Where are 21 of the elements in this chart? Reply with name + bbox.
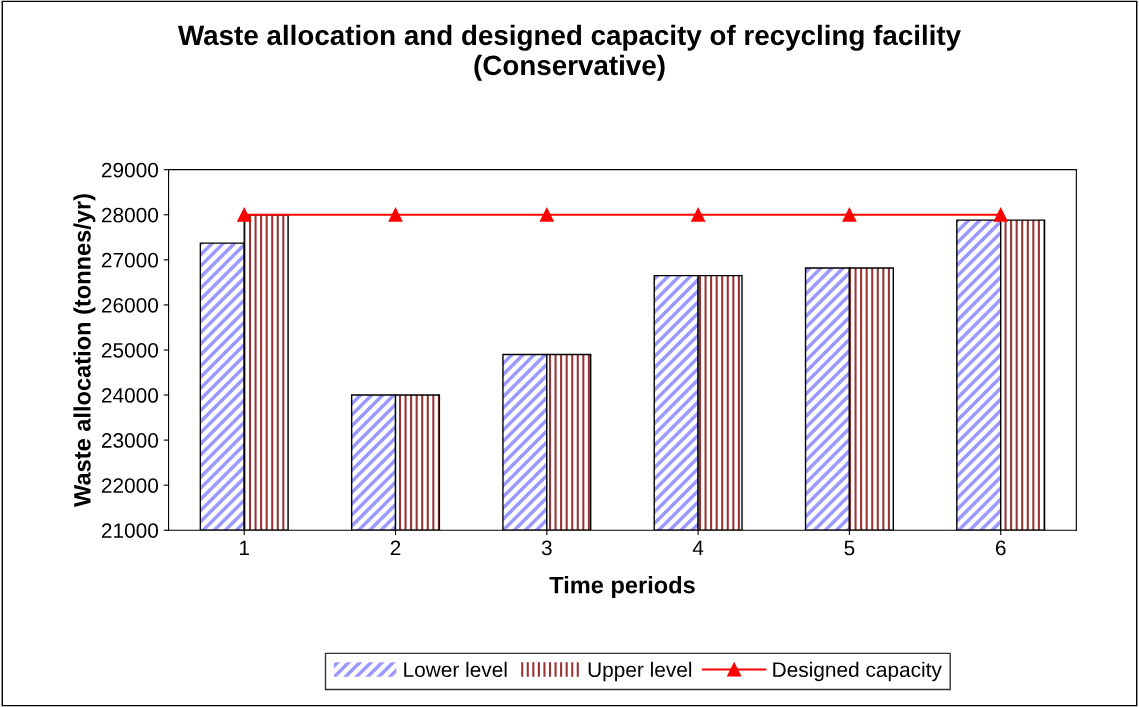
legend-label: Designed capacity — [773, 661, 942, 682]
y-tick-label: 26000 — [101, 297, 159, 313]
y-tick-label: 27000 — [101, 252, 159, 268]
y-tick-label: 23000 — [101, 433, 159, 448]
chart-title: Waste allocation and designed capacity of recycling facility (Conservative) — [177, 24, 961, 81]
x-tick-label: 6 — [995, 540, 1006, 556]
x-tick-label: 1 — [240, 540, 249, 556]
y-tick-label: 21000 — [101, 523, 159, 538]
x-tick-label: 4 — [692, 540, 704, 556]
x-tick-label: 2 — [390, 540, 401, 556]
legend-label: Lower level — [404, 661, 507, 678]
x-tick-label: 5 — [844, 540, 855, 556]
y-tick-label: 29000 — [101, 162, 159, 178]
y-tick-label: 24000 — [101, 388, 159, 403]
legend-label: Upper level — [588, 661, 692, 682]
y-axis-title: Waste allocation (tonnes/yr) — [73, 194, 96, 507]
y-tick-label: 28000 — [101, 207, 159, 223]
y-tick-label: 22000 — [101, 478, 159, 493]
x-tick-label: 3 — [541, 540, 552, 556]
y-tick-label: 25000 — [101, 342, 159, 358]
x-axis-title: Time periods — [549, 576, 695, 599]
